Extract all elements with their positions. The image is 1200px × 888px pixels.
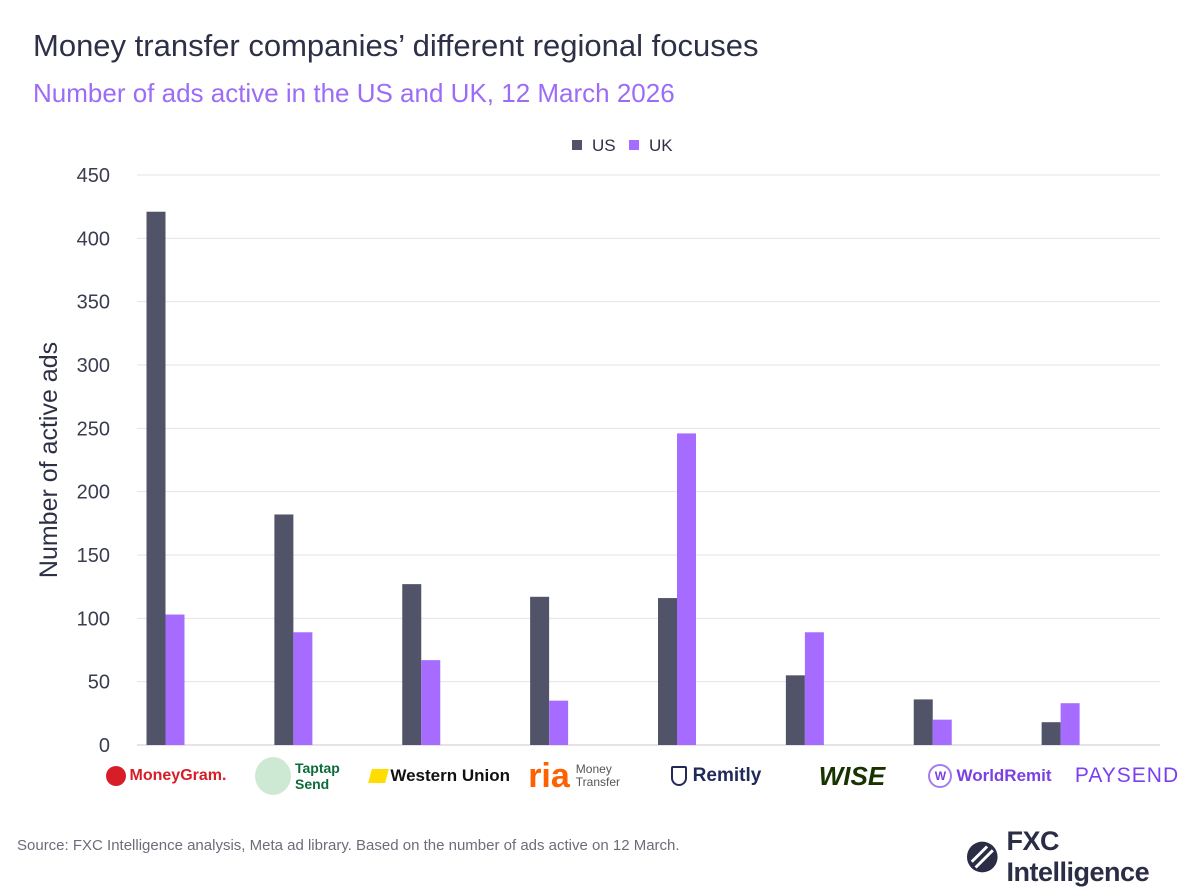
taptap-icon [255,757,291,795]
legend-label-us: US [592,136,616,155]
y-tick-label: 200 [77,482,110,504]
y-axis-label: Number of active ads [35,342,63,578]
bar-uk-ria-money-transfer [549,700,569,745]
brand-name: FXC Intelligence [1006,826,1150,887]
bar-uk-worldremit [932,719,952,745]
y-tick-label: 0 [99,735,110,757]
y-tick-label: 100 [77,608,110,630]
category-logo-taptap-send: Taptap Send [230,757,370,795]
bar-us-taptap-send [274,514,294,745]
legend-swatch-uk [629,140,639,150]
legend-swatch-us [572,140,582,150]
logo-text: Remitly [692,765,762,786]
western-union-icon [368,769,390,783]
y-tick-label: 150 [77,545,110,567]
y-tick-label: 450 [77,165,110,187]
bar-us-remitly [658,598,677,745]
bar-us-wise [785,675,805,745]
category-logo-remitly: Remitly [646,757,786,795]
bar-uk-moneygram [165,614,185,745]
legend-label-uk: UK [649,136,673,155]
logo-text: MoneyGram. [129,767,227,784]
category-logo-wise: WISE [782,757,922,795]
y-tick-label: 50 [88,672,110,694]
logo-text: WISE [818,760,886,791]
category-logo-worldremit: W WorldRemit [920,757,1060,795]
category-logo-paysend: PAYSEND [1057,757,1197,795]
bar-uk-wise [804,632,824,745]
y-tick-label: 350 [77,292,110,314]
y-tick-label: 300 [77,355,110,377]
logo-subtext: Money Transfer [575,762,621,789]
bar-us-western-union [402,584,422,745]
logo-text: WorldRemit [956,766,1052,785]
bar-uk-paysend [1060,703,1080,745]
logo-text: Western Union [390,766,510,785]
category-logo-ria-money-transfer: ria Money Transfer [507,757,647,795]
logo-text: PAYSEND [1074,764,1180,787]
bar-uk-remitly [677,433,696,745]
bar-us-worldremit [913,699,933,745]
bar-uk-taptap-send [293,632,313,745]
y-tick-label: 400 [77,228,110,250]
bar-us-moneygram [146,211,166,745]
logo-text: ria [528,756,570,795]
category-logo-moneygram: MoneyGram. [96,757,236,795]
bar-us-paysend [1041,722,1061,745]
remitly-icon [670,766,687,786]
y-tick-label: 250 [77,418,110,440]
brand-logo: FXC Intelligence [966,826,1200,888]
bar-us-ria-money-transfer [530,596,550,745]
worldremit-icon: W [928,764,953,788]
bar-uk-western-union [421,660,441,745]
fxc-logo-icon [966,841,998,873]
chart-title: Money transfer companies’ different regi… [33,28,759,63]
source-note: Source: FXC Intelligence analysis, Meta … [17,837,680,854]
chart-subtitle: Number of ads active in the US and UK, 1… [33,78,675,108]
moneygram-icon [105,766,126,786]
logo-text: Taptap Send [295,760,340,792]
category-logo-western-union: Western Union [368,757,510,795]
